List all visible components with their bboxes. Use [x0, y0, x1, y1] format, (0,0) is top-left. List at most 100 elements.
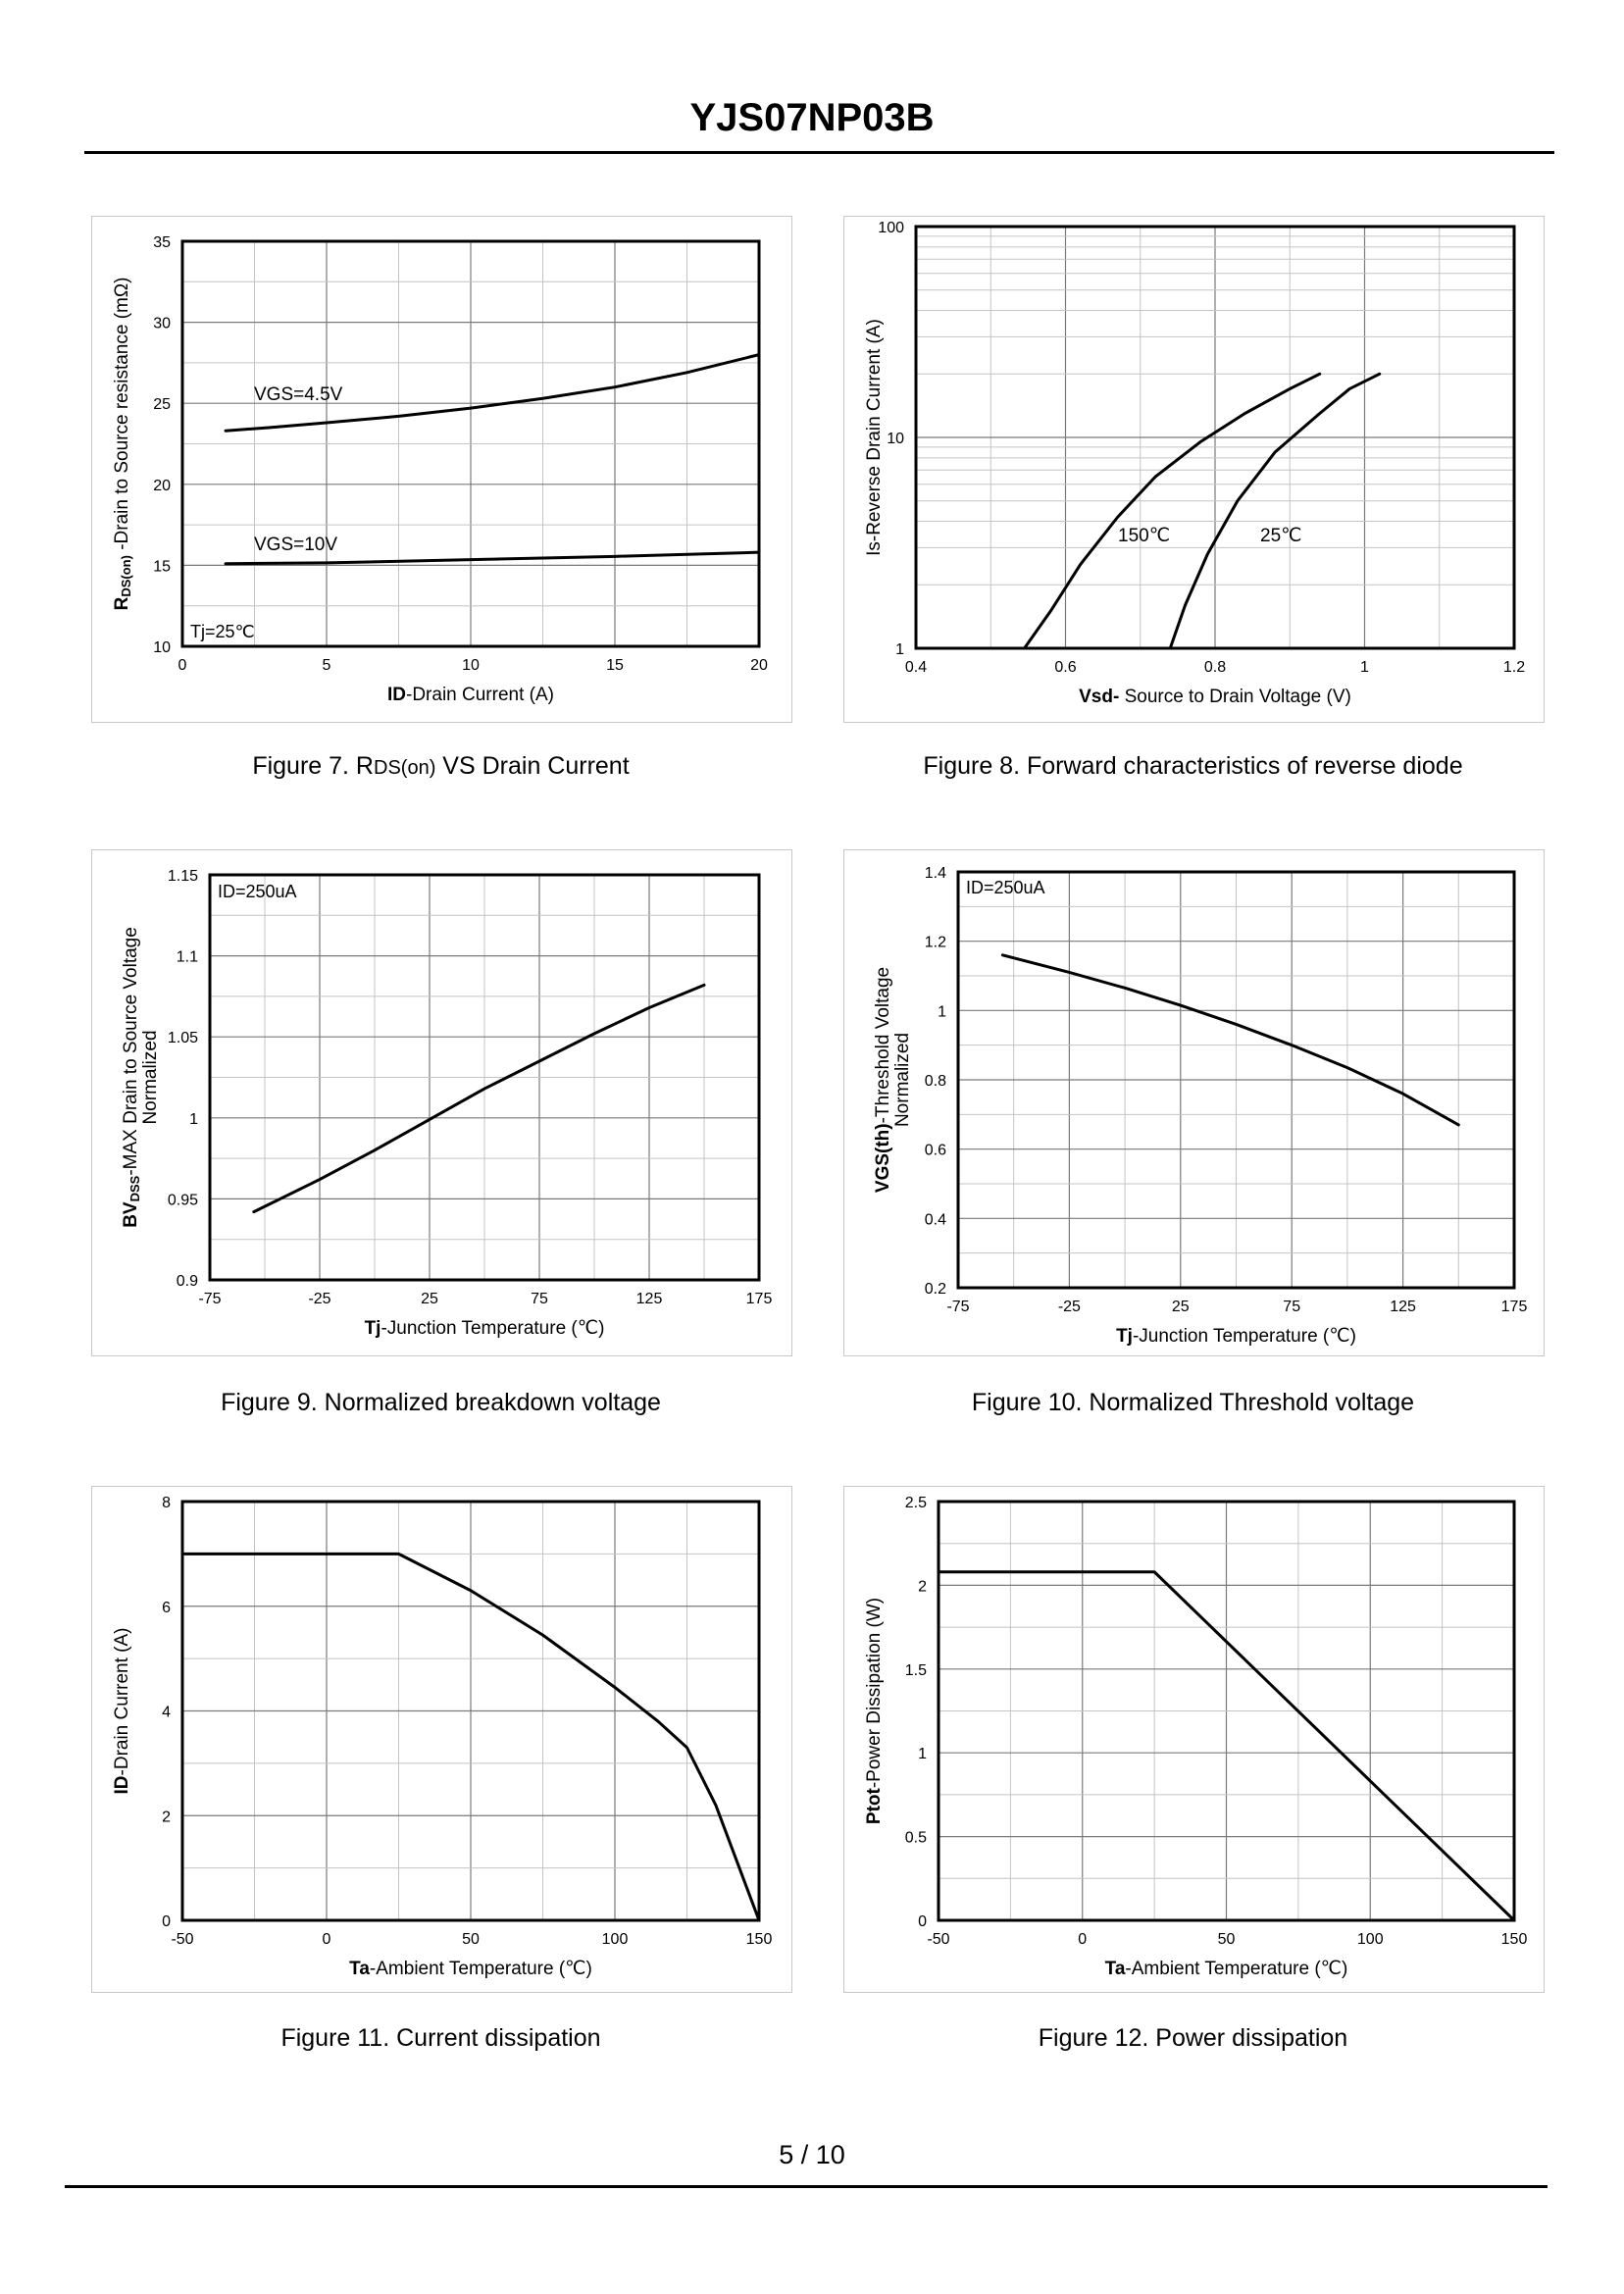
plot-frame — [180, 239, 761, 648]
y-axis-label-bold: R — [112, 596, 132, 610]
y-tick-label: 0.9 — [177, 1273, 198, 1290]
y-tick-label: 0.6 — [925, 1143, 946, 1159]
x-tick-label: 0.6 — [1054, 659, 1076, 676]
chart-figure-12: -50 0 50 100 150 0 0.5 1 1.5 2 2.5 Ta-Ambient Tempe… — [843, 1486, 1545, 1993]
y-axis-label-line2: Normalized — [140, 1030, 161, 1124]
y-tick-label: 2 — [162, 1809, 171, 1825]
x-axis-label-text: -Ambient Temperature (℃) — [370, 1959, 592, 1979]
x-axis-label: Vsd- Source to Drain Voltage (V) — [1079, 687, 1351, 707]
y-tick-label: 0.8 — [925, 1073, 946, 1090]
series-line-0 — [937, 1570, 1516, 1922]
x-tick-label: -25 — [1058, 1299, 1081, 1315]
chart-figure-7: 0 5 10 15 20 10 15 20 25 30 35 ID-Drain Current (A)… — [91, 216, 792, 723]
chart-svg-10: -75 -25 25 75 125 175 0.2 0.4 0.6 0.8 1 1.2 1.4 Tj-Ju… — [873, 865, 1528, 1347]
page-number: 5 / 10 — [779, 2140, 845, 2169]
y-axis-label-bold: ID — [112, 1775, 132, 1794]
x-axis-label-bold: Ta — [1105, 1959, 1126, 1979]
chart-annotation: Tj=25℃ — [190, 622, 255, 641]
x-axis-label-text: -Junction Temperature (℃) — [381, 1318, 604, 1339]
x-tick-label: 50 — [1218, 1931, 1236, 1948]
y-tick-label: 1 — [938, 1003, 946, 1020]
figure-12-caption: Figure 12. Power dissipation — [1038, 2024, 1348, 2052]
y-tick-label: 1.4 — [925, 865, 946, 882]
footer-rule — [65, 2185, 1548, 2188]
x-tick-label: -25 — [308, 1291, 330, 1307]
series-line-0 — [180, 1552, 761, 1922]
x-tick-label: -75 — [946, 1299, 969, 1315]
x-tick-label: 175 — [1501, 1299, 1528, 1315]
x-axis-label-bold: Tj — [365, 1318, 381, 1339]
chart-svg-9: -75 -25 25 75 125 175 0.9 0.95 1 1.05 1.1 1.15 Tj-Ju… — [121, 868, 772, 1339]
y-axis-label: BVDSS-MAX Drain to Source Voltage — [121, 927, 142, 1228]
x-tick-label: 0.4 — [905, 659, 927, 676]
x-tick-label: 150 — [1501, 1931, 1528, 1948]
y-tick-label: 35 — [153, 234, 171, 251]
x-tick-label: 25 — [1172, 1299, 1190, 1315]
grid — [915, 226, 1515, 649]
y-tick-label: 10 — [153, 639, 171, 656]
plot-frame — [208, 873, 761, 1282]
x-axis-label: Ta-Ambient Temperature (℃) — [349, 1959, 592, 1979]
y-axis-label-sub: DS(on) — [119, 555, 133, 597]
figure-10-caption: Figure 10. Normalized Threshold voltage — [971, 1389, 1415, 1416]
y-tick-label: 0.95 — [168, 1192, 198, 1208]
figure-7-caption: Figure 7. RDS(on) VS Drain Current — [91, 752, 790, 781]
plot-frame — [180, 1500, 761, 1922]
y-tick-label: 10 — [887, 431, 904, 447]
y-tick-label: 2.5 — [905, 1495, 927, 1511]
y-tick-label: 25 — [153, 396, 171, 413]
y-tick-label: 2 — [918, 1578, 927, 1595]
y-tick-label: 1.2 — [925, 935, 946, 951]
grid — [938, 1501, 1515, 1921]
x-tick-label: 0 — [178, 657, 187, 674]
y-tick-label: 20 — [153, 478, 171, 494]
header-rule — [84, 151, 1554, 154]
y-tick-label: 1 — [189, 1111, 198, 1128]
grid — [209, 874, 760, 1281]
y-tick-label: 8 — [162, 1495, 171, 1511]
figure-9-caption: Figure 9. Normalized breakdown voltage — [221, 1389, 661, 1416]
grid — [181, 1501, 760, 1921]
x-axis-label-bold: Tj — [1116, 1326, 1133, 1347]
y-axis-label-bold: VGS(th) — [873, 1123, 893, 1193]
series-line-0 — [224, 353, 761, 433]
x-axis-label-bold: Vsd- — [1079, 687, 1119, 707]
series-line-0 — [1023, 372, 1322, 650]
chart-figure-10: -75 -25 25 75 125 175 0.2 0.4 0.6 0.8 1 1.2 1.4 Tj-Ju… — [843, 849, 1545, 1356]
figure-7-caption-suffix: VS Drain Current — [435, 752, 630, 780]
x-tick-label: 1 — [1360, 659, 1369, 676]
series-line-0 — [252, 983, 706, 1214]
x-axis-label: Tj-Junction Temperature (℃) — [1116, 1326, 1356, 1347]
figure-7-caption-sub: DS(on) — [374, 757, 436, 779]
grid — [181, 240, 760, 647]
x-axis-label-text: -Ambient Temperature (℃) — [1125, 1959, 1347, 1979]
x-tick-label: 0 — [1078, 1931, 1087, 1948]
y-tick-label: 30 — [153, 316, 171, 332]
x-tick-label: -75 — [198, 1291, 221, 1307]
y-tick-label: 0.4 — [925, 1211, 946, 1228]
series-label: 150℃ — [1118, 526, 1170, 546]
x-tick-label: 75 — [531, 1291, 548, 1307]
y-tick-label: 4 — [162, 1705, 171, 1721]
plot-frame — [914, 225, 1516, 650]
series-line-1 — [1168, 372, 1382, 650]
figure-11-caption: Figure 11. Current dissipation — [280, 2024, 601, 2052]
x-tick-label: 1.2 — [1503, 659, 1525, 676]
series-line-1 — [224, 550, 761, 566]
y-axis-label-bold: BV — [121, 1201, 141, 1228]
x-tick-label: 25 — [421, 1291, 438, 1307]
y-tick-label: 0 — [918, 1913, 927, 1930]
x-tick-label: 125 — [1390, 1299, 1416, 1315]
y-tick-label: 15 — [153, 558, 171, 575]
y-tick-label: 1.05 — [168, 1030, 198, 1046]
chart-figure-11: -50 0 50 100 150 0 2 4 6 8 Ta-Ambient Temperature … — [91, 1486, 792, 1993]
x-axis-label: Ta-Ambient Temperature (℃) — [1105, 1959, 1348, 1979]
y-tick-label: 100 — [878, 220, 904, 236]
x-axis-label-text: Source to Drain Voltage (V) — [1119, 687, 1351, 707]
chart-figure-9: -75 -25 25 75 125 175 0.9 0.95 1 1.05 1.1 1.15 Tj-Ju… — [91, 849, 792, 1356]
chart-svg-8: 0.4 0.6 0.8 1 1.2 1 10 100 Vsd- Source to Drain … — [864, 220, 1525, 707]
y-tick-label: 0.5 — [905, 1830, 927, 1847]
x-tick-label: 20 — [750, 657, 768, 674]
x-tick-label: 0 — [323, 1931, 331, 1948]
